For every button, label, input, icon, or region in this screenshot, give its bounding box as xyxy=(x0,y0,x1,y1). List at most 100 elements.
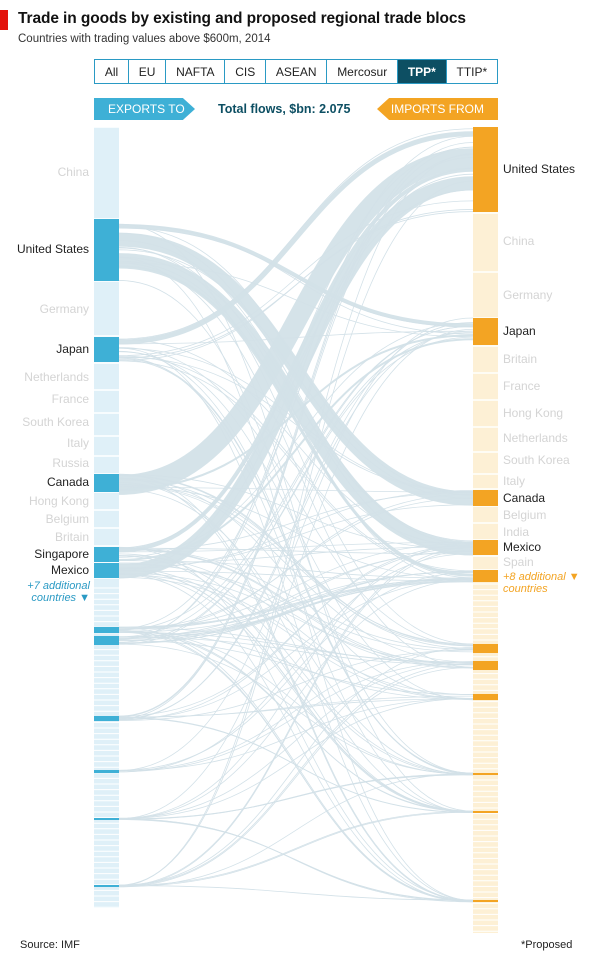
exports-bar-mexico xyxy=(94,563,119,578)
proposed-footnote: *Proposed xyxy=(521,939,573,951)
imports-bar-extra-6 xyxy=(473,811,498,813)
flow-line xyxy=(118,572,474,771)
flow-line xyxy=(118,142,474,717)
imports-bar-extra-4 xyxy=(473,694,498,700)
flow-line xyxy=(118,541,474,553)
flow-line xyxy=(118,818,474,902)
flow-line xyxy=(118,579,474,641)
imports-bar-extra-5 xyxy=(473,773,498,775)
imports-more-countries[interactable]: +8 additional ▼ countries xyxy=(503,571,580,595)
flow-line xyxy=(118,553,474,775)
flow-line xyxy=(118,649,474,772)
imports-label-hong-kong: Hong Kong xyxy=(503,406,564,420)
tab-tpp[interactable]: TPP* xyxy=(398,60,447,83)
flow-line xyxy=(118,811,474,887)
imports-column xyxy=(473,127,498,933)
exports-bar-japan xyxy=(94,337,119,362)
exports-label-belgium: Belgium xyxy=(45,512,89,526)
flow-line xyxy=(118,240,474,556)
tab-asean[interactable]: ASEAN xyxy=(266,60,328,83)
imports-from-label: IMPORTS FROM xyxy=(377,98,498,120)
flow-line xyxy=(118,574,474,695)
imports-label-germany: Germany xyxy=(503,288,553,302)
flow-line xyxy=(118,546,474,901)
exports-label-mexico: Mexico xyxy=(50,563,89,577)
flow-line xyxy=(118,631,474,812)
flow-line xyxy=(118,560,474,579)
chart-subtitle: Countries with trading values above $600… xyxy=(18,33,271,45)
flow-line xyxy=(118,262,474,668)
flow-line xyxy=(118,357,474,774)
flow-line xyxy=(118,810,474,886)
imports-label-belgium: Belgium xyxy=(503,508,547,522)
flow-ribbon xyxy=(118,167,474,553)
flow-line xyxy=(118,355,474,572)
flow-line xyxy=(118,570,474,582)
flow-line xyxy=(118,649,474,721)
flow-line xyxy=(118,224,474,335)
exports-bar-singapore xyxy=(94,547,119,562)
flow-line xyxy=(118,698,474,718)
exports-bar-canada xyxy=(94,474,119,492)
flow-line xyxy=(118,256,474,542)
imports-label-canada: Canada xyxy=(503,491,546,505)
imports-label-united-states: United States xyxy=(503,162,576,176)
flow-line xyxy=(118,257,474,901)
exports-more-countries[interactable]: +7 additional countries ▼ xyxy=(27,580,90,604)
tab-ttip[interactable]: TTIP* xyxy=(456,64,488,79)
flow-line xyxy=(118,492,474,552)
flow-line xyxy=(118,579,474,820)
flow-line xyxy=(118,717,474,813)
flow-line xyxy=(118,663,474,887)
flow-line xyxy=(118,331,474,645)
exports-label-hong-kong: Hong Kong xyxy=(28,494,89,508)
flow-line xyxy=(118,549,474,888)
flow-line xyxy=(118,562,474,669)
exports-label-japan: Japan xyxy=(56,342,89,356)
flow-line xyxy=(118,547,474,666)
flow-line xyxy=(118,773,474,888)
flow-line xyxy=(118,322,474,558)
source-note: Source: IMF xyxy=(20,939,80,951)
flow-line xyxy=(118,643,474,775)
flow-line xyxy=(118,661,474,773)
flow-line xyxy=(118,662,474,819)
exports-bar-extra-6 xyxy=(94,885,119,887)
tab-all[interactable]: All xyxy=(95,60,129,83)
flow-line xyxy=(118,146,474,719)
flow-line xyxy=(118,547,474,650)
flow-line xyxy=(118,347,474,901)
flow-line xyxy=(118,154,474,718)
flow-ribbon xyxy=(118,131,474,345)
imports-bar-extra-3 xyxy=(473,661,498,670)
imports-bar-united-states xyxy=(473,127,498,212)
tab-nafta[interactable]: NAFTA xyxy=(166,60,226,83)
total-flows-label: Total flows, $bn: 2.075 xyxy=(218,102,351,116)
imports-bar-japan xyxy=(473,318,498,345)
flow-line xyxy=(118,483,474,647)
imports-label-netherlands: Netherlands xyxy=(503,431,568,445)
flow-line xyxy=(118,697,474,772)
flow-line xyxy=(118,227,474,328)
flow-line xyxy=(118,347,474,647)
tab-cis[interactable]: CIS xyxy=(225,60,267,83)
imports-label-mexico: Mexico xyxy=(503,540,542,554)
exports-label-canada: Canada xyxy=(46,475,89,489)
flow-line xyxy=(118,247,474,583)
flow-line xyxy=(118,554,474,700)
tab-eu[interactable]: EU xyxy=(129,60,167,83)
exports-bar-extra-3 xyxy=(94,716,119,721)
exports-label-britain: Britain xyxy=(54,530,89,544)
chart-title: Trade in goods by existing and proposed … xyxy=(18,10,466,27)
flow-line xyxy=(118,550,474,644)
imports-label-china: China xyxy=(503,234,535,248)
flow-line xyxy=(118,200,474,357)
tab-mercosur[interactable]: Mercosur xyxy=(327,60,399,83)
imports-label-spain: Spain xyxy=(503,555,534,569)
imports-bar-mexico xyxy=(473,540,498,555)
flow-line xyxy=(118,666,474,887)
exports-label-south-korea: South Korea xyxy=(22,415,89,429)
flow-line xyxy=(118,325,474,638)
flow-line xyxy=(118,573,474,903)
